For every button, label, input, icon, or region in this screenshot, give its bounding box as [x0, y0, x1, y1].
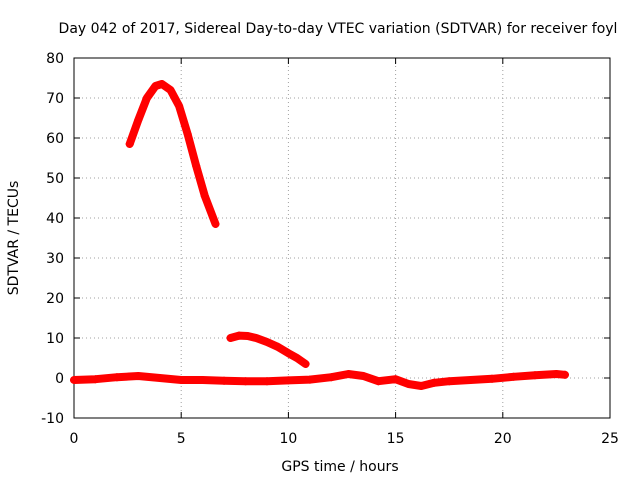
ticks — [73, 57, 611, 419]
data-point — [530, 371, 539, 380]
x-tick-label: 10 — [279, 431, 297, 447]
data-point — [466, 376, 475, 384]
data-point — [445, 377, 454, 386]
data-point — [552, 370, 561, 378]
x-tick-label: 0 — [70, 431, 79, 447]
y-tick-label: 60 — [46, 131, 64, 147]
tick-labels: 0 5 10 15 20 25 -10 0 10 20 30 40 50 60 70 80 — [41, 51, 619, 447]
data-point — [359, 372, 368, 380]
data-point — [488, 374, 497, 383]
data-point — [560, 370, 569, 379]
data-point — [211, 220, 220, 228]
y-tick-label: 20 — [46, 291, 64, 307]
x-tick-label: 20 — [494, 431, 512, 447]
data-point — [177, 376, 186, 384]
data-point — [151, 82, 160, 90]
data-point — [292, 354, 301, 362]
data-point — [175, 102, 184, 110]
y-tick-label: 0 — [55, 371, 64, 387]
chart-title: Day 042 of 2017, Sidereal Day-to-day VTE… — [59, 21, 618, 37]
data-point — [252, 334, 261, 342]
data-point — [183, 130, 192, 138]
data-point — [241, 377, 250, 386]
data-point — [134, 372, 143, 380]
x-tick-label: 5 — [177, 431, 186, 447]
data-point — [155, 374, 164, 382]
data-point — [262, 338, 271, 346]
data-point — [273, 342, 282, 351]
plot-frame — [73, 57, 611, 419]
data-point — [166, 86, 175, 94]
y-tick-label: 40 — [46, 211, 64, 227]
data-point — [243, 332, 252, 340]
y-tick-label: 10 — [46, 331, 64, 347]
data-point — [509, 372, 518, 381]
data-point — [91, 375, 100, 384]
data-point — [157, 80, 166, 88]
series-arc-mid — [226, 331, 310, 368]
data-point — [391, 375, 400, 384]
data-point — [226, 334, 235, 342]
grid — [74, 58, 610, 418]
x-axis-title: GPS time / hours — [281, 459, 398, 475]
data-point — [344, 370, 353, 378]
data-point — [134, 116, 143, 124]
x-tick-label: 25 — [601, 431, 619, 447]
y-tick-label: 30 — [46, 251, 64, 267]
y-tick-label: 70 — [46, 91, 64, 107]
data-point — [305, 375, 314, 384]
series-layer — [70, 80, 569, 390]
data-point — [404, 380, 413, 388]
data-point — [374, 377, 383, 386]
data-point — [327, 373, 336, 382]
data-point — [220, 376, 229, 385]
data-point — [200, 192, 209, 200]
data-point — [125, 140, 134, 148]
data-point — [284, 376, 293, 385]
data-point — [301, 360, 310, 368]
data-point — [192, 162, 201, 170]
data-point — [198, 376, 207, 384]
data-point — [284, 349, 293, 358]
y-tick-label: -10 — [41, 411, 64, 427]
data-point — [417, 382, 426, 390]
data-point — [430, 378, 439, 387]
y-tick-label: 50 — [46, 171, 64, 187]
data-point — [235, 331, 244, 340]
x-tick-label: 15 — [387, 431, 405, 447]
y-tick-label: 80 — [46, 51, 64, 67]
series-arc-high — [125, 80, 220, 228]
data-point — [262, 377, 271, 386]
data-point — [142, 94, 151, 102]
data-point — [112, 373, 121, 382]
y-axis-title: SDTVAR / TECUs — [6, 181, 22, 296]
data-point — [70, 376, 78, 384]
